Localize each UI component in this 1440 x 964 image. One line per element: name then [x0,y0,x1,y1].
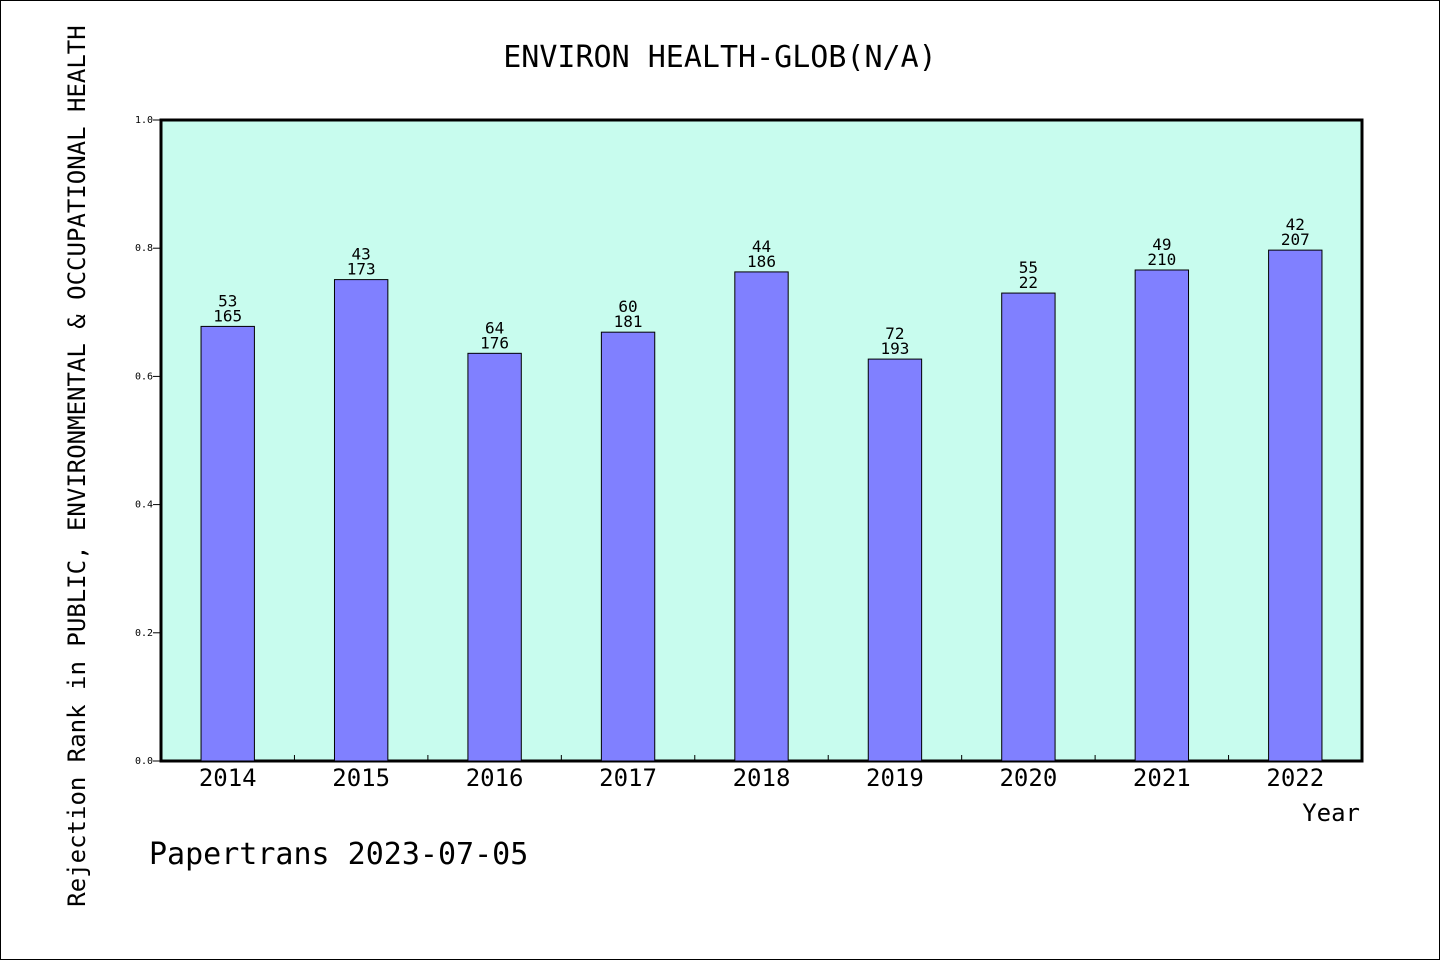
bar-label-top: 72 [885,324,904,343]
x-tick-label: 2015 [332,764,390,792]
chart-title: ENVIRON HEALTH-GLOB(N/A) [503,40,936,75]
bar-2017 [600,331,656,762]
bar-label-bottom: 186 [747,252,776,271]
x-tick-label: 2016 [466,764,524,792]
y-tick-label: 1.0 [135,115,153,126]
bar-2018 [734,271,789,762]
bar-label-bottom: 165 [213,306,242,325]
bar-label-top: 53 [218,291,237,310]
bar-label-top: 42 [1286,215,1305,234]
bar-2015 [333,279,389,762]
bar-label-bottom: 181 [614,312,643,331]
bar-label-bottom: 207 [1281,230,1310,249]
footer-text: Papertrans 2023-07-05 [149,837,528,872]
bar-2020 [1001,292,1056,762]
bar-label-bottom: 176 [480,333,509,352]
y-tick-label: 0.2 [135,628,153,639]
x-tick-label: 2020 [999,764,1057,792]
bar-label-bottom: 173 [347,260,376,279]
y-tick-label: 0.6 [135,371,153,382]
bar-2014 [200,325,255,762]
bar-label-top: 49 [1152,235,1171,254]
bar-2021 [1134,269,1190,762]
y-tick-label: 0.4 [135,500,153,511]
y-tick-label: 0.0 [135,756,153,767]
y-tick-label: 0.8 [135,243,153,254]
x-tick-label: 2017 [599,764,657,792]
bar-label-bottom: 22 [1019,273,1038,292]
bar-label-bottom: 210 [1147,250,1176,269]
bar-label-bottom: 193 [880,339,909,358]
bar-label-top: 64 [485,318,504,337]
x-tick-label: 2022 [1266,764,1324,792]
x-tick-label: 2019 [866,764,924,792]
bar-2022 [1268,249,1323,762]
bar-2019 [867,358,923,762]
y-axis-label: Rejection Rank in PUBLIC, ENVIRONMENTAL … [63,25,91,906]
bar-label-top: 60 [618,297,637,316]
bar-label-top: 44 [752,237,771,256]
bar-2016 [467,352,522,762]
x-tick-label: 2021 [1133,764,1191,792]
ticks-layer: 0.0 0.2 0.4 0.6 0.8 1.0 2014 2015 2016 2017 2018 20… [135,115,1324,792]
bar-label-top: 43 [352,245,371,264]
x-tick-label: 2018 [733,764,791,792]
x-tick-label: 2014 [199,764,257,792]
x-axis-label: Year [1302,799,1360,827]
bar-label-top: 55 [1019,258,1038,277]
